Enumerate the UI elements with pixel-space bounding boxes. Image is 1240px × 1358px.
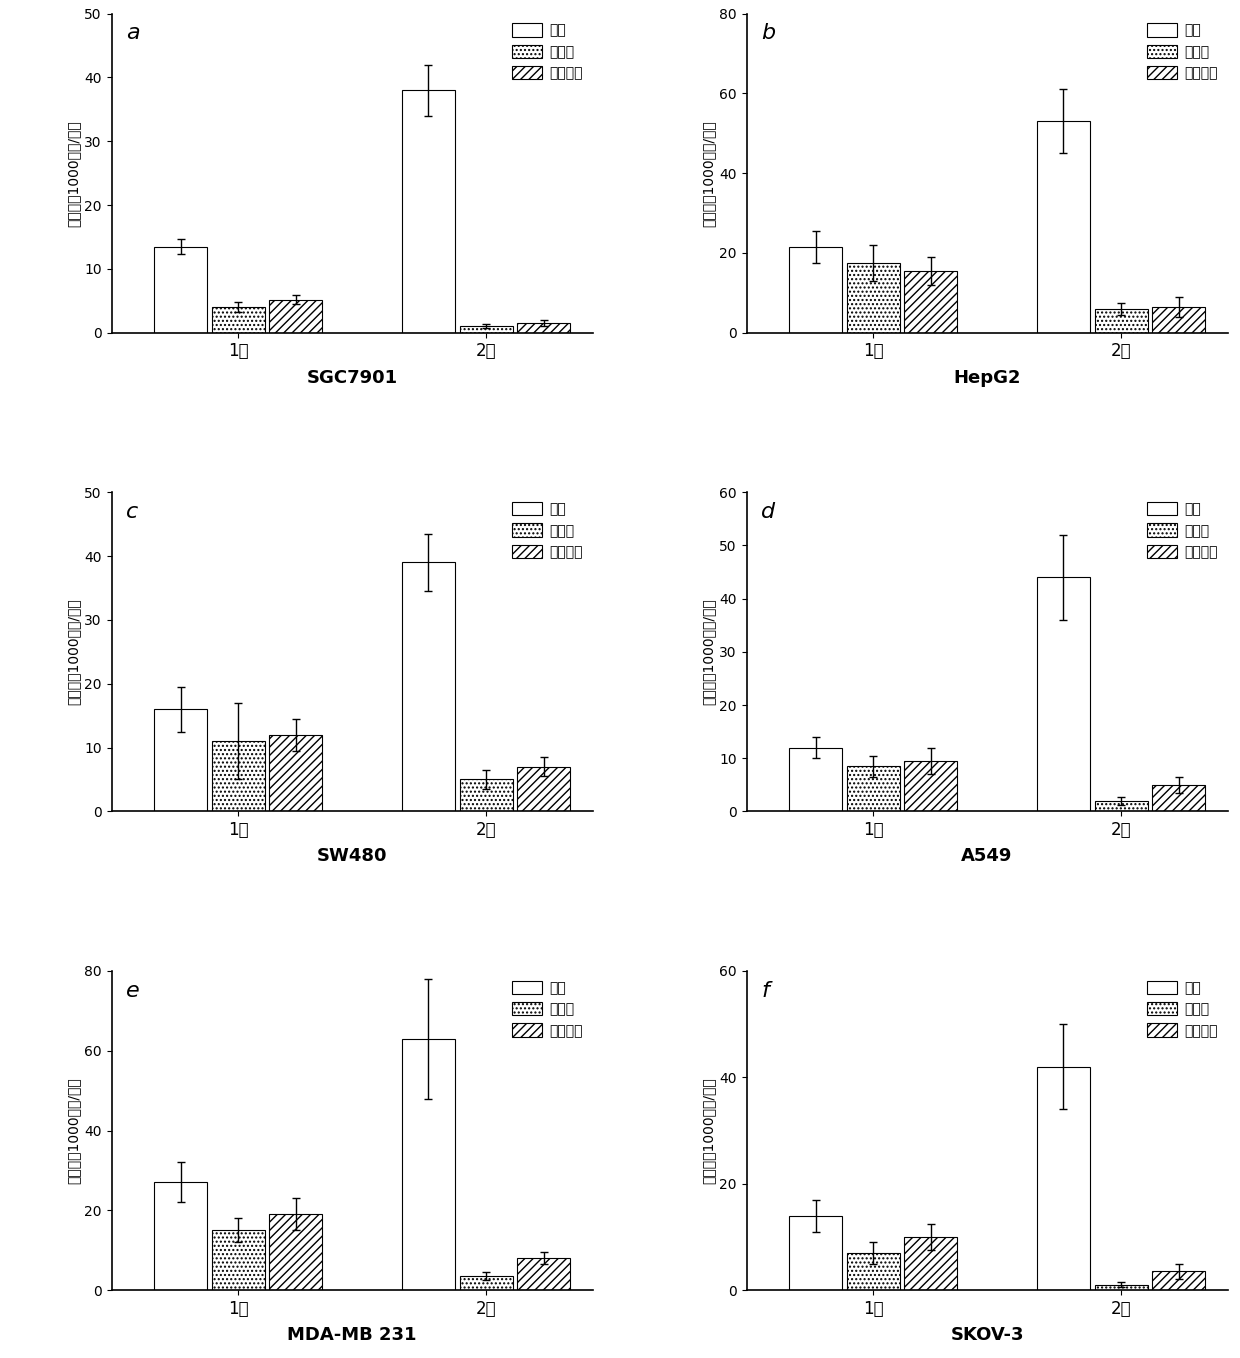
Bar [789, 1215, 842, 1290]
X-axis label: SKOV-3: SKOV-3 [950, 1327, 1024, 1344]
Bar [847, 1253, 900, 1290]
Bar [1095, 308, 1147, 333]
Y-axis label: 成球数（1000细胞/孔）: 成球数（1000细胞/孔） [701, 120, 715, 227]
Y-axis label: 成球数（1000细胞/孔）: 成球数（1000细胞/孔） [701, 1077, 715, 1184]
X-axis label: A549: A549 [961, 847, 1013, 865]
Legend: 对照, 绻原酸, 新绻原酸: 对照, 绻原酸, 新绻原酸 [510, 500, 585, 562]
Bar [517, 323, 570, 333]
Bar [1152, 1271, 1205, 1290]
X-axis label: SGC7901: SGC7901 [306, 369, 398, 387]
Text: f: f [761, 980, 769, 1001]
Bar [789, 247, 842, 333]
Y-axis label: 成球数（1000细胞/孔）: 成球数（1000细胞/孔） [66, 599, 81, 705]
Text: c: c [126, 502, 139, 521]
X-axis label: MDA-MB 231: MDA-MB 231 [288, 1327, 417, 1344]
Bar [517, 1258, 570, 1290]
Bar [904, 1237, 957, 1290]
Legend: 对照, 绻原酸, 新绻原酸: 对照, 绻原酸, 新绻原酸 [510, 978, 585, 1040]
Y-axis label: 成球数（1000细胞/孔）: 成球数（1000细胞/孔） [66, 120, 81, 227]
Bar [1152, 785, 1205, 811]
Legend: 对照, 绻原酸, 新绻原酸: 对照, 绻原酸, 新绻原酸 [1145, 978, 1220, 1040]
Text: b: b [761, 23, 775, 43]
Y-axis label: 成球数（1000细胞/孔）: 成球数（1000细胞/孔） [701, 599, 715, 705]
Bar [212, 1230, 265, 1290]
Bar [789, 747, 842, 811]
Bar [269, 1214, 322, 1290]
Bar [1037, 121, 1090, 333]
Legend: 对照, 绻原酸, 新绻原酸: 对照, 绻原酸, 新绻原酸 [1145, 20, 1220, 83]
Bar [1037, 1066, 1090, 1290]
Bar [1152, 307, 1205, 333]
Text: e: e [126, 980, 140, 1001]
Bar [402, 562, 455, 811]
Bar [154, 247, 207, 333]
Bar [904, 760, 957, 811]
Bar [847, 766, 900, 811]
Bar [212, 741, 265, 811]
Legend: 对照, 绻原酸, 新绻原酸: 对照, 绻原酸, 新绻原酸 [510, 20, 585, 83]
Bar [154, 1183, 207, 1290]
X-axis label: HepG2: HepG2 [954, 369, 1021, 387]
Bar [1037, 577, 1090, 811]
Bar [847, 263, 900, 333]
Bar [517, 767, 570, 811]
Bar [904, 270, 957, 333]
Bar [154, 709, 207, 811]
Bar [460, 779, 512, 811]
Text: a: a [126, 23, 140, 43]
Bar [1095, 1285, 1147, 1290]
X-axis label: SW480: SW480 [317, 847, 387, 865]
Bar [460, 326, 512, 333]
Y-axis label: 成球数（1000细胞/孔）: 成球数（1000细胞/孔） [66, 1077, 81, 1184]
Bar [269, 735, 322, 811]
Bar [460, 1277, 512, 1290]
Bar [212, 307, 265, 333]
Bar [402, 1039, 455, 1290]
Bar [1095, 801, 1147, 811]
Bar [402, 90, 455, 333]
Legend: 对照, 绻原酸, 新绻原酸: 对照, 绻原酸, 新绻原酸 [1145, 500, 1220, 562]
Bar [269, 300, 322, 333]
Text: d: d [761, 502, 775, 521]
